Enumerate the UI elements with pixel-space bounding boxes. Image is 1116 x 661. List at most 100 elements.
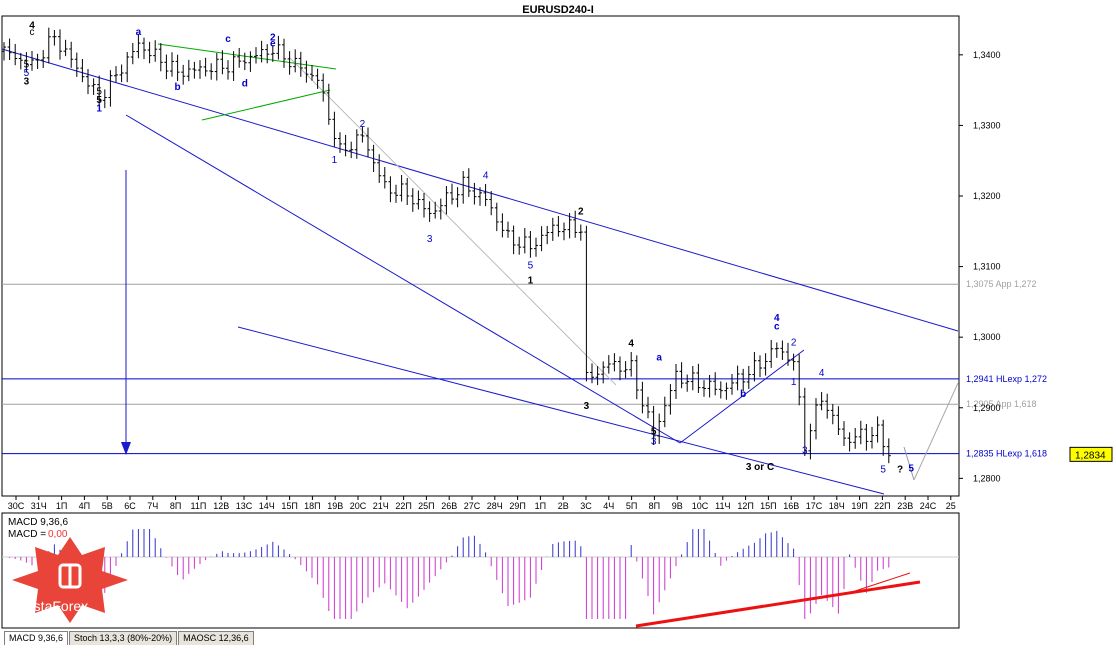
wave-label: 5	[96, 95, 102, 106]
current-price-box	[1069, 446, 1113, 462]
time-tick-label: 14Ч	[259, 501, 275, 511]
time-tick-label: 4П	[79, 501, 90, 511]
wave-label: 3	[24, 76, 30, 87]
time-tick-label: 3С	[580, 501, 592, 511]
time-tick-label: 30С	[8, 501, 25, 511]
time-tick-label: 8П	[170, 501, 181, 511]
wave-label: ?	[897, 465, 903, 476]
time-tick-label: 29П	[509, 501, 525, 511]
time-tick-label: 11Ч	[715, 501, 730, 511]
time-tick-label: 19В	[327, 501, 343, 511]
triangle-lower	[201, 89, 331, 121]
wave-label: b	[740, 389, 746, 400]
time-tick-label: 2В	[558, 501, 569, 511]
time-tick-label: 27С	[464, 501, 481, 511]
time-tick-label: 26В	[441, 501, 457, 511]
wave-label: 5	[651, 427, 657, 438]
wave-label: b	[175, 82, 181, 93]
macd-signal-value: 0,00	[48, 529, 68, 540]
price-tick-label: 1,3400	[973, 50, 1001, 60]
wave-label: c	[30, 27, 35, 38]
time-tick-label: 8П	[649, 501, 660, 511]
wave-label: 1	[528, 276, 534, 287]
forecast-1	[903, 446, 915, 481]
wave-label: 2	[578, 206, 584, 217]
level-label-hlexp-1272: 1,2941 HLexp 1,272	[966, 374, 1047, 384]
price-tick-label: 1,3200	[973, 191, 1001, 201]
macd-divergence-line	[635, 580, 921, 628]
time-tick-label: 1П	[56, 501, 67, 511]
time-tick-label: 24С	[920, 501, 937, 511]
wave-label: 3	[651, 436, 657, 447]
time-tick-label: 19П	[851, 501, 867, 511]
time-tick-label: 18П	[304, 501, 320, 511]
macd-label: MACD 9,36,6	[8, 517, 68, 528]
wave-label: 5	[24, 60, 30, 71]
price-tick-label: 1,2800	[973, 473, 1001, 483]
time-tick-label: 5П	[626, 501, 637, 511]
time-tick-label: 5В	[102, 501, 113, 511]
time-tick-label: 25П	[418, 501, 434, 511]
time-tick-label: 15П	[760, 501, 776, 511]
wave-label: 5	[24, 68, 30, 79]
wave-label: 3	[427, 234, 433, 245]
time-tick-label: 16В	[783, 501, 799, 511]
level-label-app-1618: 1,2905 App 1,618	[966, 399, 1037, 409]
time-tick-label: 9В	[672, 501, 683, 511]
wave-label: 4	[483, 170, 489, 181]
time-tick-label: 25	[946, 501, 956, 511]
time-tick-label: 15П	[281, 501, 297, 511]
time-tick-label: 12В	[213, 501, 229, 511]
wave-label: 1	[96, 103, 102, 114]
time-tick-label: 1П	[535, 501, 546, 511]
chart-title: EURUSD240-I	[522, 4, 594, 16]
wave-b-line	[679, 349, 805, 444]
time-tick-label: 28Ч	[487, 501, 503, 511]
wave-label: 5	[908, 463, 914, 474]
wave-line-1	[125, 114, 681, 444]
wave-label: d	[242, 79, 248, 90]
wave-label: 4	[29, 21, 35, 32]
wave-label: 1	[791, 377, 797, 388]
wave-label: 3 or C	[746, 462, 774, 473]
time-tick-label: 11П	[190, 501, 206, 511]
wave-label: a	[656, 352, 662, 363]
wave-label: 3	[802, 446, 808, 457]
time-tick-label: 21Ч	[373, 501, 389, 511]
time-tick-label: 4Ч	[603, 501, 614, 511]
wave-label: 2	[270, 33, 276, 44]
time-tick-label: 18Ч	[829, 501, 845, 511]
wave-label: 1	[332, 155, 338, 166]
time-tick-label: 22П	[874, 501, 890, 511]
time-tick-label: 13С	[236, 501, 253, 511]
current-price-label: 1,2834	[1075, 450, 1106, 461]
time-tick-label: 23В	[897, 501, 913, 511]
wave-label: c	[225, 34, 231, 45]
channel-lower	[237, 326, 885, 495]
level-label-hlexp-1618: 1,2835 HLexp 1,618	[966, 449, 1047, 459]
wave-label: 5	[880, 465, 886, 476]
macd-divergence-line-2	[845, 572, 911, 595]
level-label-app-1272: 1,3075 App 1,272	[966, 279, 1037, 289]
tab-stoch[interactable]: Stoch 13,3,3 (80%-20%)	[69, 631, 178, 645]
tab-maosc[interactable]: MAOSC 12,36,6	[178, 631, 254, 645]
brand-name: InstaForex	[22, 598, 89, 614]
wave-label: 2	[791, 338, 797, 349]
wave-label: c	[774, 321, 780, 332]
instaforex-logo	[12, 537, 128, 623]
price-tick-label: 1,3300	[973, 120, 1001, 130]
arrow-head	[121, 442, 131, 455]
wave-label: e	[270, 38, 276, 49]
wave-label: 4	[628, 338, 634, 349]
main-plot-frame	[1, 15, 960, 497]
macd-signal-label: MACD =	[8, 529, 46, 540]
wave-label: 4	[774, 313, 780, 324]
price-tick-label: 1,2900	[973, 403, 1001, 413]
time-tick-label: 6С	[124, 501, 136, 511]
time-tick-label: 12П	[737, 501, 753, 511]
tab-macd[interactable]: MACD 9,36,6	[4, 631, 69, 645]
wave-label: a	[136, 27, 142, 38]
price-tick-label: 1,3100	[973, 262, 1001, 272]
wave-label: 4	[819, 368, 825, 379]
